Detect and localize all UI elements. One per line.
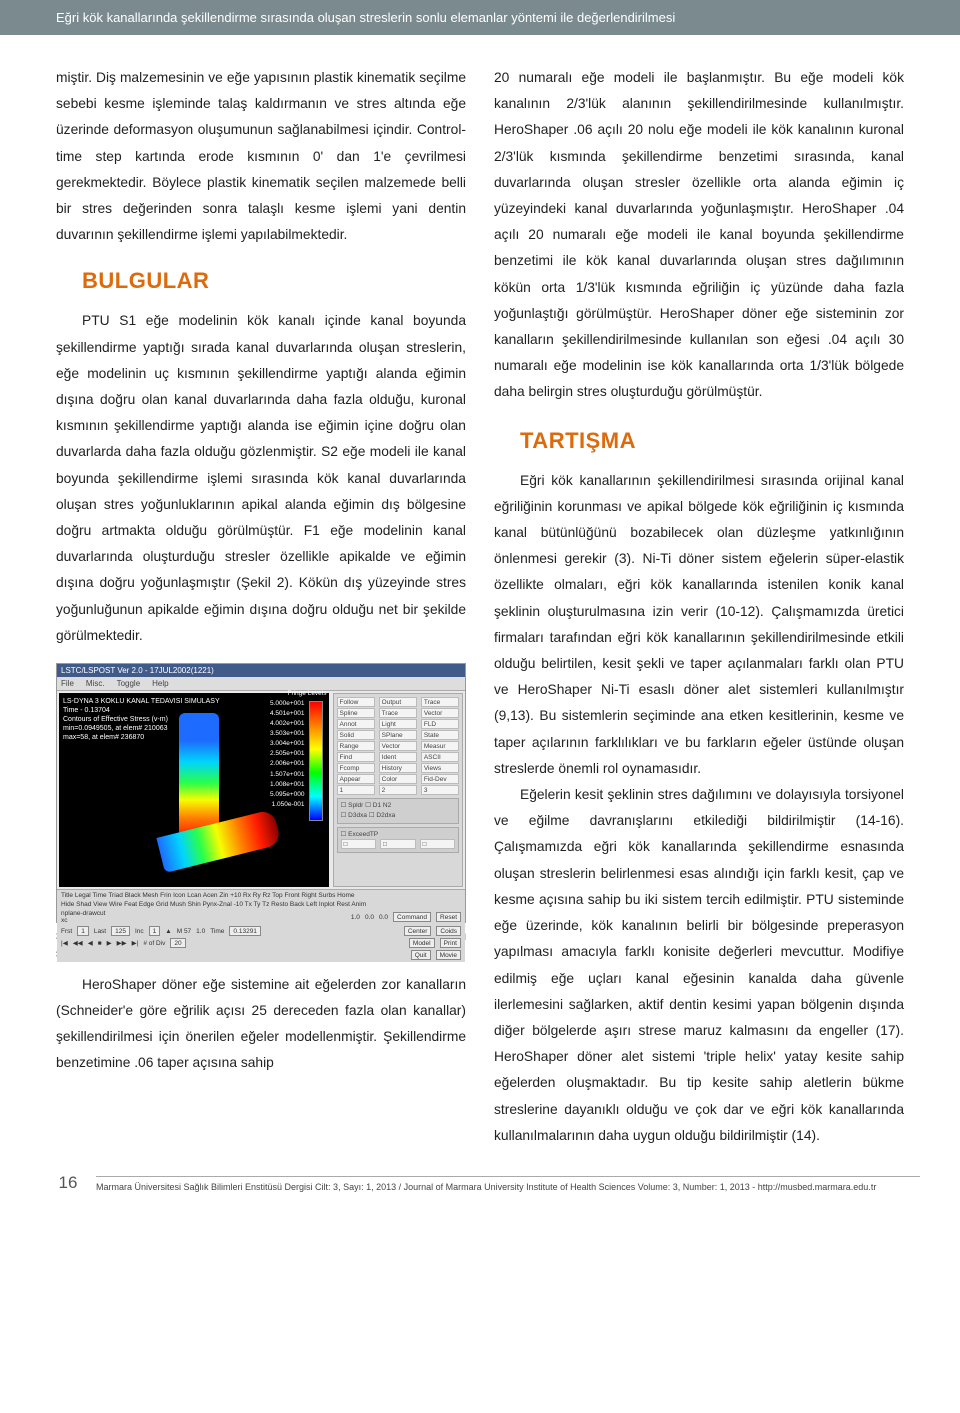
side-cell: Solid [337, 730, 375, 740]
footer-citation: Marmara Üniversitesi Sağlık Bilimleri En… [96, 1181, 920, 1194]
header-title: Eğri kök kanallarında şekillendirme sıra… [56, 10, 675, 25]
fig-legend-labels: 5.000e+001 4.501e+001 4.002e+001 3.503e+… [270, 699, 305, 810]
play-icon: ▶ [107, 939, 112, 947]
side-cell: 1 [337, 785, 375, 795]
left-para-1: miştir. Diş malzemesinin ve eğe yapısını… [56, 65, 466, 248]
figure-screenshot: LSTC/LSPOST Ver 2.0 - 17JUL2002(1221) Fi… [56, 663, 466, 923]
side-cell: Vector [379, 741, 417, 751]
side-cell: Appear [337, 774, 375, 784]
side-cell: Views [421, 763, 459, 773]
side-group: ☐ ExceedTP □ □ □ [337, 827, 460, 854]
fig-btn: Command [393, 912, 431, 922]
fig-app-titlebar: LSTC/LSPOST Ver 2.0 - 17JUL2002(1221) [57, 664, 465, 677]
side-cell: Range [337, 741, 375, 751]
back-icon: ◀ [88, 939, 93, 947]
side-cell: Vector [421, 708, 459, 718]
fig-menu-item: Toggle [117, 679, 141, 688]
page-number: 16 [40, 1173, 96, 1196]
side-cell: Trace [421, 697, 459, 707]
skip-back-icon: ▲ [165, 928, 171, 935]
side-cell: Annot [337, 719, 375, 729]
side-cell: □ [341, 839, 377, 849]
side-cell: SPlane [379, 730, 417, 740]
side-cell: Spline [337, 708, 375, 718]
side-cell: Color [379, 774, 417, 784]
fig-btn: Quit [411, 950, 431, 960]
fig-sidepanel: Follow Output Trace Spline Trace Vector … [333, 693, 464, 887]
heading-bulgular: BULGULAR [82, 268, 466, 294]
fig-menu-item: Help [152, 679, 168, 688]
side-cell: 2 [379, 785, 417, 795]
fig-btn: Center [404, 926, 432, 936]
left-para-2: PTU S1 eğe modelinin kök kanalı içinde k… [56, 308, 466, 649]
side-cell: □ [380, 839, 416, 849]
fig-btn: Coids [436, 926, 461, 936]
side-cell: History [379, 763, 417, 773]
side-cell: ASCII [421, 752, 459, 762]
side-cell: State [421, 730, 459, 740]
side-cell: Output [379, 697, 417, 707]
side-cell: Measur [421, 741, 459, 751]
fig-menubar: File Misc. Toggle Help [57, 677, 465, 691]
fig-toolbar-row: Title Legal Time Triad Black Mesh Frin I… [61, 892, 461, 899]
fig-btn: Model [409, 938, 435, 948]
side-check: ☐ Spldr ☐ D1 N2 [341, 801, 456, 811]
fig-status-text: nplane-drawcut xc [61, 910, 346, 924]
fig-toolbar-row: nplane-drawcut xc 1.0 0.0 0.0 Command Re… [61, 910, 461, 924]
page-body: miştir. Diş malzemesinin ve eğe yapısını… [0, 35, 960, 1155]
side-cell: Light [379, 719, 417, 729]
fig-bottombar: Title Legal Time Triad Black Mesh Frin I… [57, 889, 465, 962]
fig-val: 0.0 [379, 914, 388, 921]
side-cell: Follow [337, 697, 375, 707]
side-cell: Fcomp [337, 763, 375, 773]
fig-btn: Movie [436, 950, 461, 960]
heading-tartisma: TARTIŞMA [520, 428, 904, 454]
fig-btn: Print [440, 938, 461, 948]
side-check: ☐ D3dxa ☐ D2dxa [341, 811, 456, 821]
fig-viewport: LS-DYNA 3 KOKLU KANAL TEDAVISI SIMULASY … [59, 693, 329, 887]
left-para-3: HeroShaper döner eğe sistemine ait eğele… [56, 972, 466, 1077]
ffwd-icon: ▶▶ [117, 939, 127, 947]
page-footer: 16 Marmara Üniversitesi Sağlık Bilimleri… [0, 1173, 960, 1216]
fig-bottom-row: Quit Movie [61, 950, 461, 960]
side-cell: Fid-Dev [421, 774, 459, 784]
fig-menu-item: Misc. [86, 679, 105, 688]
side-cell: Find [337, 752, 375, 762]
fig-main: LS-DYNA 3 KOKLU KANAL TEDAVISI SIMULASY … [57, 691, 465, 889]
fig-color-legend [309, 701, 323, 821]
fig-btn: Reset [436, 912, 461, 922]
prev-icon: ◀◀ [73, 939, 83, 947]
side-cell: □ [420, 839, 456, 849]
last-icon: ▶| [132, 939, 139, 947]
right-column: 20 numaralı eğe modeli ile başlanmıştır.… [494, 65, 904, 1149]
side-cell: FLD [421, 719, 459, 729]
fig-val: 1.0 [351, 914, 360, 921]
fig-toolbar-row: Hide Shad View Wire Feat Edge Grid Mush … [61, 901, 461, 908]
right-para-2: Eğri kök kanallarının şekillendirilmesi … [494, 468, 904, 782]
stop-icon: ■ [98, 940, 102, 947]
footer-citation-wrap: Marmara Üniversitesi Sağlık Bilimleri En… [96, 1176, 920, 1194]
fig-playback-row: Frst 1 Last 125 Inc 1 ▲ M 57 1.0 Time 0.… [61, 926, 461, 936]
left-column: miştir. Diş malzemesinin ve eğe yapısını… [56, 65, 466, 1149]
side-cell: 3 [421, 785, 459, 795]
side-check-label: ☐ ExceedTP [341, 830, 456, 840]
figure-2: LSTC/LSPOST Ver 2.0 - 17JUL2002(1221) Fi… [56, 663, 466, 964]
fig-shape-horizontal [156, 809, 281, 873]
side-cell: Trace [379, 708, 417, 718]
fig-stress-shape [129, 713, 289, 893]
fig-legend-title: Fringe Levels [287, 690, 326, 697]
side-group: ☐ Spldr ☐ D1 N2 ☐ D3dxa ☐ D2dxa [337, 798, 460, 824]
fig-transport-row: |◀ ◀◀ ◀ ■ ▶ ▶▶ ▶| # of Div 20 Model Prin… [61, 938, 461, 948]
first-icon: |◀ [61, 939, 68, 947]
header-bar: Eğri kök kanallarında şekillendirme sıra… [0, 0, 960, 35]
fig-menu-item: File [61, 679, 74, 688]
right-para-3: Eğelerin kesit şeklinin stres dağılımını… [494, 782, 904, 1149]
side-cell: Ident [379, 752, 417, 762]
fig-val: 0.0 [365, 914, 374, 921]
right-para-1: 20 numaralı eğe modeli ile başlanmıştır.… [494, 65, 904, 406]
